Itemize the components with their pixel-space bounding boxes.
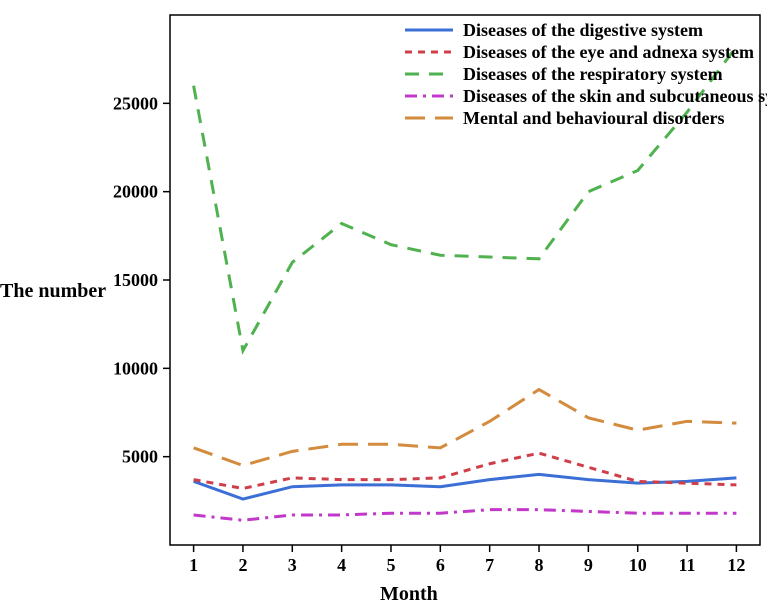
- x-tick-label: 11: [679, 555, 696, 575]
- series-line: [194, 510, 737, 521]
- x-tick-label: 12: [727, 555, 745, 575]
- x-tick-label: 2: [238, 555, 247, 575]
- x-tick-label: 10: [629, 555, 647, 575]
- line-chart: 500010000150002000025000123456789101112 …: [0, 0, 767, 606]
- legend-label: Diseases of the digestive system: [463, 20, 703, 40]
- legend-label: Diseases of the eye and adnexa system: [463, 42, 754, 62]
- x-tick-label: 8: [535, 555, 544, 575]
- y-tick-label: 20000: [113, 182, 158, 202]
- x-tick-label: 9: [584, 555, 593, 575]
- y-tick-label: 5000: [122, 447, 158, 467]
- legend-label: Diseases of the respiratory system: [463, 64, 723, 84]
- y-tick-label: 15000: [113, 270, 158, 290]
- legend-label: Diseases of the skin and subcutaneous sy…: [463, 86, 767, 106]
- y-tick-label: 10000: [113, 358, 158, 378]
- chart-container: The number Month 50001000015000200002500…: [0, 0, 767, 606]
- series-line: [194, 390, 737, 466]
- x-tick-label: 6: [436, 555, 445, 575]
- x-tick-label: 4: [337, 555, 346, 575]
- x-tick-label: 1: [189, 555, 198, 575]
- legend-label: Mental and behavioural disorders: [463, 108, 725, 128]
- x-tick-label: 5: [386, 555, 395, 575]
- x-tick-label: 7: [485, 555, 494, 575]
- y-tick-label: 25000: [113, 93, 158, 113]
- series-line: [194, 474, 737, 499]
- x-tick-label: 3: [288, 555, 297, 575]
